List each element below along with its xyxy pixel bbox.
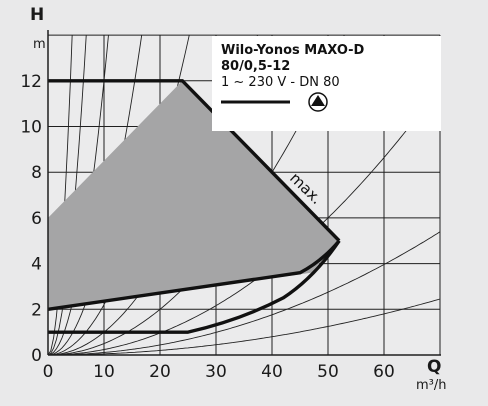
x-tick-label: 10 [93,362,115,382]
legend-box [212,36,441,131]
pump-curves [47,79,341,334]
x-tick-label: 40 [261,362,283,382]
x-tick-labels: 0 10 20 30 40 50 60 [43,362,395,382]
y-tick-labels: 0 2 4 6 8 10 12 [20,72,42,366]
chart-subtitle: 1 ~ 230 V - DN 80 [221,75,340,90]
pump-triangle-icon [308,92,328,112]
chart-title: Wilo-Yonos MAXO-D [221,43,365,58]
y-tick-label: 6 [31,209,42,229]
system-curve [48,298,441,355]
x-tick-label: 0 [43,362,54,382]
chart-title-line2: 80/0,5-12 [221,59,290,74]
x-tick-label: 60 [373,362,395,382]
system-curve [48,231,441,355]
system-curve [48,86,441,355]
pump-curve-line [48,79,341,242]
x-axis-unit: m³/h [416,378,447,393]
y-tick-label: 12 [20,72,42,92]
y-tick-label: 0 [31,346,42,366]
x-axis-title: Q [427,357,441,377]
x-tick-label: 30 [205,362,227,382]
x-tick-label: 50 [317,362,339,382]
y-axis-unit: m [33,37,46,52]
y-tick-label: 8 [31,163,42,183]
y-axis-title: H [30,5,44,25]
operating-area [48,80,340,310]
y-tick-label: 4 [31,255,42,275]
y-tick-label: 2 [31,300,42,320]
pump-curve-line [48,239,341,334]
y-tick-label: 10 [20,118,42,138]
x-tick-label: 20 [149,362,171,382]
